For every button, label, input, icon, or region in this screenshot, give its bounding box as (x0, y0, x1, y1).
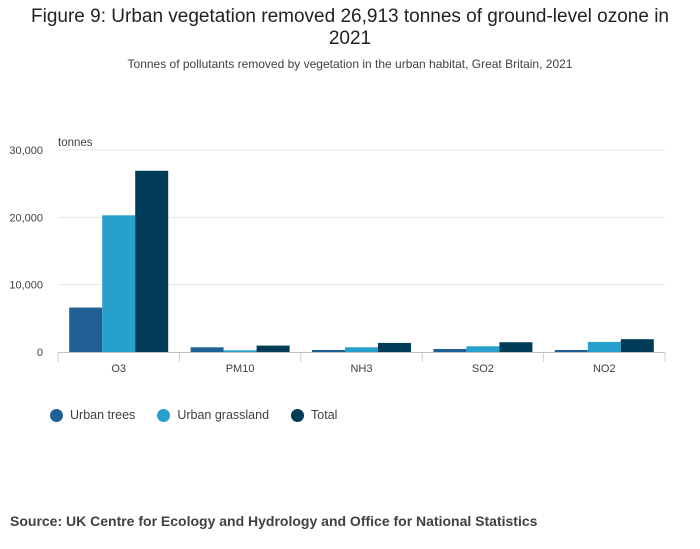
legend-swatch-urban-trees (50, 408, 63, 422)
legend-swatch-urban-grassland (157, 408, 171, 422)
y-tick-label: 30,000 (9, 145, 43, 157)
legend-item-urban-grassland[interactable]: Urban grassland (157, 408, 269, 422)
x-tick-label: NH3 (350, 363, 372, 375)
legend-label-urban-grassland: Urban grassland (177, 408, 270, 422)
x-tick-label: PM10 (226, 363, 255, 375)
y-axis-label: tonnes (58, 137, 93, 149)
bar-total-no2 (620, 339, 654, 352)
bar-urban-trees-pm10 (190, 347, 224, 352)
legend-label-urban-trees: Urban trees (70, 408, 136, 422)
x-tick-label: NO2 (593, 363, 616, 375)
legend-item-total[interactable]: Total (291, 408, 337, 422)
bar-total-o3 (135, 170, 169, 352)
chart-subtitle: Tonnes of pollutants removed by vegetati… (127, 57, 573, 71)
y-tick-label: 20,000 (9, 212, 43, 224)
bar-urban-grassland-no2 (587, 341, 621, 352)
bar-urban-trees-no2 (554, 349, 588, 352)
chart-legend: Urban trees Urban grassland Total (50, 408, 359, 422)
bar-total-pm10 (256, 345, 290, 352)
y-tick-label: 0 (37, 347, 43, 359)
bar-urban-grassland-o3 (102, 215, 136, 352)
legend-item-urban-trees[interactable]: Urban trees (50, 408, 135, 422)
bar-total-so2 (499, 342, 533, 352)
bar-urban-grassland-so2 (466, 346, 500, 352)
legend-swatch-total (291, 408, 305, 422)
chart-title: Figure 9: Urban vegetation removed 26,91… (31, 6, 669, 49)
bar-urban-trees-o3 (69, 307, 103, 352)
bar-urban-grassland-pm10 (223, 350, 257, 352)
x-tick-label: O3 (111, 363, 126, 375)
bar-urban-trees-so2 (433, 348, 467, 352)
legend-label-total: Total (311, 408, 338, 422)
bar-total-nh3 (378, 342, 411, 352)
y-tick-label: 10,000 (9, 280, 43, 292)
x-tick-label: SO2 (472, 363, 494, 375)
source-note: Source: UK Centre for Ecology and Hydrol… (10, 513, 538, 529)
bar-urban-trees-nh3 (312, 349, 345, 352)
bar-urban-grassland-nh3 (345, 347, 378, 352)
